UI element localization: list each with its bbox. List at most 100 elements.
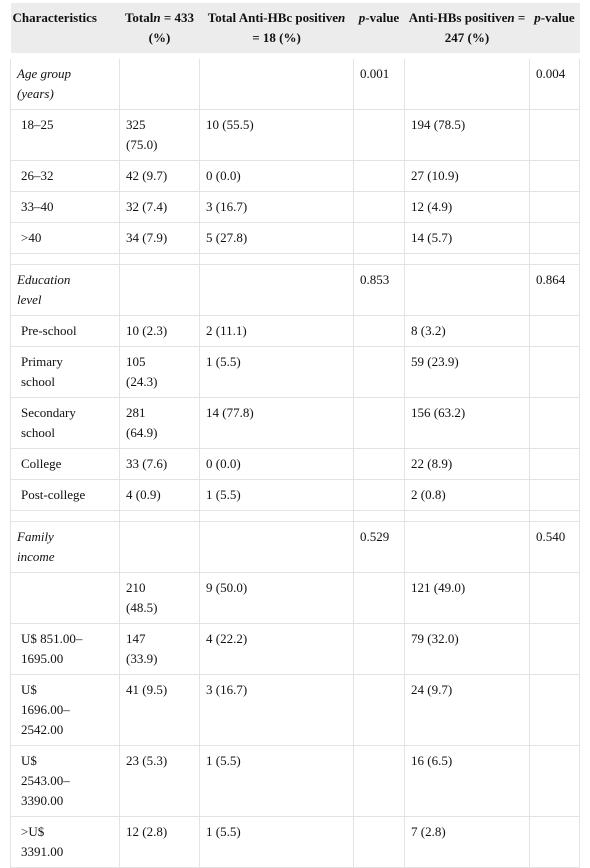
spacer-cell <box>529 253 580 265</box>
empty-cell <box>353 315 405 347</box>
cell-value: 27 (10.9) <box>404 160 530 192</box>
cell-value: 79 (32.0) <box>404 623 530 675</box>
cell-value: 10 (2.3) <box>119 315 200 347</box>
cell-value: 4 (0.9) <box>119 479 200 511</box>
empty-cell <box>529 572 580 624</box>
cell-value: 34 (7.9) <box>119 222 200 254</box>
header-text: p <box>534 10 541 25</box>
cell-value: 0 (0.0) <box>199 160 354 192</box>
empty-cell <box>529 397 580 449</box>
spacer-cell <box>404 510 530 522</box>
data-table: Characteristics Totaln = 433 (%) Total Ant… <box>10 3 580 868</box>
cell-value: 2 (11.1) <box>199 315 354 347</box>
cell-value: 2 (0.8) <box>404 479 530 511</box>
table-body: Age group (years) 0.001 0.004 18–25 325 (75.… <box>10 53 580 868</box>
header-text: Anti-HBs positive <box>408 10 508 25</box>
section-title: Age group (years) <box>10 53 120 110</box>
cell-value: 32 (7.4) <box>119 191 200 223</box>
section-title: Education level <box>10 264 120 316</box>
data-row: Secondary school 281 (64.9) 14 (77.8) 156 (… <box>10 397 580 449</box>
section-row: Age group (years) 0.001 0.004 <box>10 53 580 110</box>
cell-value: 4 (22.2) <box>199 623 354 675</box>
empty-cell <box>529 109 580 161</box>
data-row: College 33 (7.6) 0 (0.0) 22 (8.9) <box>10 448 580 480</box>
empty-cell <box>529 191 580 223</box>
row-label: 33–40 <box>10 191 120 223</box>
cell-value: 9 (50.0) <box>199 572 354 624</box>
header-text: Total <box>124 10 154 25</box>
data-row: Pre-school 10 (2.3) 2 (11.1) 8 (3.2) <box>10 315 580 347</box>
row-label: Pre-school <box>10 315 120 347</box>
header-row: Characteristics Totaln = 433 (%) Total Ant… <box>10 3 580 57</box>
cell-value: 3 (16.7) <box>199 191 354 223</box>
data-row: 18–25 325 (75.0) 10 (55.5) 194 (78.5) <box>10 109 580 161</box>
p-value: 0.864 <box>529 264 580 316</box>
header-text: = 433 (%) <box>148 10 195 45</box>
header-text: Characteristics <box>12 10 97 25</box>
cell-value: 59 (23.9) <box>404 346 530 398</box>
header-text: n <box>338 10 346 25</box>
empty-cell <box>353 448 405 480</box>
empty-cell <box>199 521 354 573</box>
cell-value: 1 (5.5) <box>199 745 354 817</box>
header-cell: Anti-HBs positiven = 247 (%) <box>404 3 530 57</box>
section-row: Education level 0.853 0.864 <box>10 264 580 316</box>
data-row: >U$ 3391.00 12 (2.8) 1 (5.5) 7 (2.8) <box>10 816 580 868</box>
data-row: U$ 851.00–1695.00 147 (33.9) 4 (22.2) 79 (3… <box>10 623 580 675</box>
cell-value: 0 (0.0) <box>199 448 354 480</box>
cell-value: 210 (48.5) <box>119 572 200 624</box>
empty-cell <box>353 623 405 675</box>
spacer-cell <box>353 510 405 522</box>
data-row: U$ 2543.00–3390.00 23 (5.3) 1 (5.5) 16 (6.5… <box>10 745 580 817</box>
cell-value: 8 (3.2) <box>404 315 530 347</box>
spacer-row <box>10 253 580 265</box>
row-label: Post-college <box>10 479 120 511</box>
empty-cell <box>353 674 405 746</box>
header-cell: p-value <box>353 3 405 57</box>
cell-value: 121 (49.0) <box>404 572 530 624</box>
empty-cell <box>529 479 580 511</box>
data-row: U$ 1696.00–2542.00 41 (9.5) 3 (16.7) 24 (9.… <box>10 674 580 746</box>
row-label: U$ 1696.00–2542.00 <box>10 674 120 746</box>
empty-cell <box>529 346 580 398</box>
spacer-cell <box>199 510 354 522</box>
header-cell: Total Anti-HBc positiven = 18 (%) <box>199 3 354 57</box>
row-label: Primary school <box>10 346 120 398</box>
header-text: -value <box>365 10 400 25</box>
table-header: Characteristics Totaln = 433 (%) Total Ant… <box>10 3 580 57</box>
empty-cell <box>199 53 354 110</box>
cell-value: 12 (4.9) <box>404 191 530 223</box>
spacer-cell <box>119 253 200 265</box>
section-row: Family income 0.529 0.540 <box>10 521 580 573</box>
data-row: 210 (48.5) 9 (50.0) 121 (49.0) <box>10 572 580 624</box>
cell-value: 281 (64.9) <box>119 397 200 449</box>
cell-value: 33 (7.6) <box>119 448 200 480</box>
row-label: College <box>10 448 120 480</box>
data-row: >40 34 (7.9) 5 (27.8) 14 (5.7) <box>10 222 580 254</box>
header-text: n <box>153 10 161 25</box>
header-text: p <box>358 10 366 25</box>
empty-cell <box>353 397 405 449</box>
cell-value: 16 (6.5) <box>404 745 530 817</box>
cell-value: 10 (55.5) <box>199 109 354 161</box>
empty-cell <box>119 53 200 110</box>
p-value: 0.004 <box>529 53 580 110</box>
row-label: >U$ 3391.00 <box>10 816 120 868</box>
cell-value: 5 (27.8) <box>199 222 354 254</box>
cell-value: 42 (9.7) <box>119 160 200 192</box>
section-title: Family income <box>10 521 120 573</box>
cell-value: 3 (16.7) <box>199 674 354 746</box>
cell-value: 14 (5.7) <box>404 222 530 254</box>
spacer-cell <box>529 510 580 522</box>
cell-value: 194 (78.5) <box>404 109 530 161</box>
empty-cell <box>529 448 580 480</box>
empty-cell <box>404 53 530 110</box>
cell-value: 41 (9.5) <box>119 674 200 746</box>
empty-cell <box>529 816 580 868</box>
p-value: 0.853 <box>353 264 405 316</box>
cell-value: 1 (5.5) <box>199 479 354 511</box>
empty-cell <box>529 222 580 254</box>
empty-cell <box>199 264 354 316</box>
header-text: = 18 (%) <box>252 30 301 45</box>
empty-cell <box>353 160 405 192</box>
